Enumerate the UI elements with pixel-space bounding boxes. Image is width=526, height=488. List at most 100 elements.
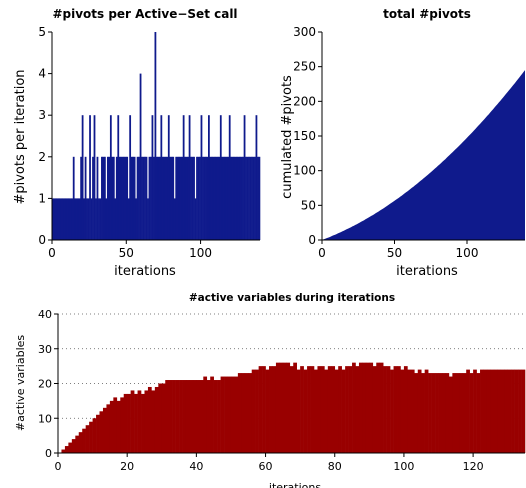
chart3-bar [147,386,152,453]
chart3-bar [206,380,211,453]
chart1-bar [136,156,139,240]
chart3-x-tick-label: 40 [189,460,203,473]
chart1-bar [52,198,54,240]
chart3-bar [407,369,412,453]
chart3-bar [130,390,135,453]
chart3-bar [75,435,80,453]
chart2-y-tick-label: 50 [301,198,316,212]
chart1-bar [257,156,259,240]
chart3-bar [102,407,107,453]
chart1-bar [212,156,215,240]
chart1-bar [196,156,198,240]
chart3-bar [507,369,512,453]
chart1-bar [209,156,212,240]
chart1-bar [191,156,194,240]
chart3-bar [248,373,253,453]
chart3-axes: 0 20 40 60 80 100 120 0 10 20 30 40 [38,308,525,473]
chart3-bar [317,366,322,453]
chart1-y-tick-label: 1 [38,191,46,205]
chart1-bar [84,156,87,240]
chart3-bar [445,373,450,453]
chart3-bar [435,373,439,453]
chart1-bar [169,156,172,240]
chart1-bar [176,156,179,240]
chart3-bar [137,390,142,453]
chart1-bar [170,156,173,240]
chart1-x-tick-label: 100 [189,246,212,260]
chart3-bar [500,369,505,453]
chart1-bar [148,156,151,240]
chart1-bar [213,156,216,240]
chart1-axes: 0 50 100 0 1 2 3 4 5 [38,25,260,260]
chart1-bar [236,156,239,240]
chart3-bar [123,393,128,453]
chart2-y-tick-label: 100 [293,164,316,178]
chart1-bar [200,115,203,240]
chart1-bar [60,198,63,240]
chart3-bar [113,397,118,453]
chart3-bar [448,376,453,453]
chart1-bar [218,156,221,240]
chart3-bar [196,380,201,453]
chart1-bar [156,156,158,240]
chart3-bar [493,369,498,453]
chart3-bar [286,362,291,453]
chart1-bar [129,115,132,240]
chart2-x-tick-label: 100 [456,246,479,260]
chart1-bar [179,156,182,240]
chart3-bar [438,373,443,453]
chart1-y-tick-label: 4 [38,67,46,81]
chart3-bar [151,390,156,453]
chart2-y-tick-label: 200 [293,94,316,108]
chart1-bar [62,198,65,240]
chart3-x-tick-label: 100 [393,460,414,473]
chart3-y-tick-label: 10 [38,412,52,425]
chart3-bar [365,362,370,453]
chart1-xlabel: iterations [114,264,176,279]
chart1-bar [154,32,157,240]
chart3-bar [486,369,491,453]
chart1-bar [104,156,106,240]
chart1-bar [184,156,187,240]
chart1-bar [115,156,118,240]
chart1-bar [68,198,71,240]
chart3-bar [61,449,66,453]
chart3-bar [168,380,173,453]
chart1-bar [112,156,115,240]
chart3-bar [255,369,259,453]
chart3-bar [348,366,353,453]
chart3-bar [428,373,432,453]
chart3-bar [237,373,242,453]
chart2-y-tick-label: 300 [293,25,316,39]
chart3-bar [518,369,522,453]
chart1-bar [141,156,143,240]
chart3-bar [99,411,104,453]
chart3-bar [71,439,76,453]
chart1-bar [228,115,231,240]
chart3-bar [452,373,457,453]
chart3-bar [92,418,97,453]
chart3-bar [116,400,121,453]
chart1-bar [216,156,219,240]
chart3-bar [82,428,86,453]
chart3-bar [462,373,467,453]
chart1-bar [63,198,66,240]
chart3-bar [210,376,214,453]
chart3-bar [227,376,232,453]
chart1-bar [202,156,204,240]
chart1-y-tick-label: 0 [38,233,46,247]
chart3-bar [89,421,93,453]
chart3-bar [504,369,509,453]
chart1-bar [74,198,77,240]
chart1-bar [130,156,133,240]
chart3-bar [165,380,169,453]
chart1-bar [252,156,255,240]
chart2-area [322,70,525,240]
chart3-title: #active variables during iterations [189,292,395,304]
chart1-bar [160,115,163,240]
chart1-bar [132,156,135,240]
chart3-bar [390,369,394,453]
chart1-bar [254,156,256,240]
chart1-bar [175,156,178,240]
chart1-bar [86,198,88,240]
